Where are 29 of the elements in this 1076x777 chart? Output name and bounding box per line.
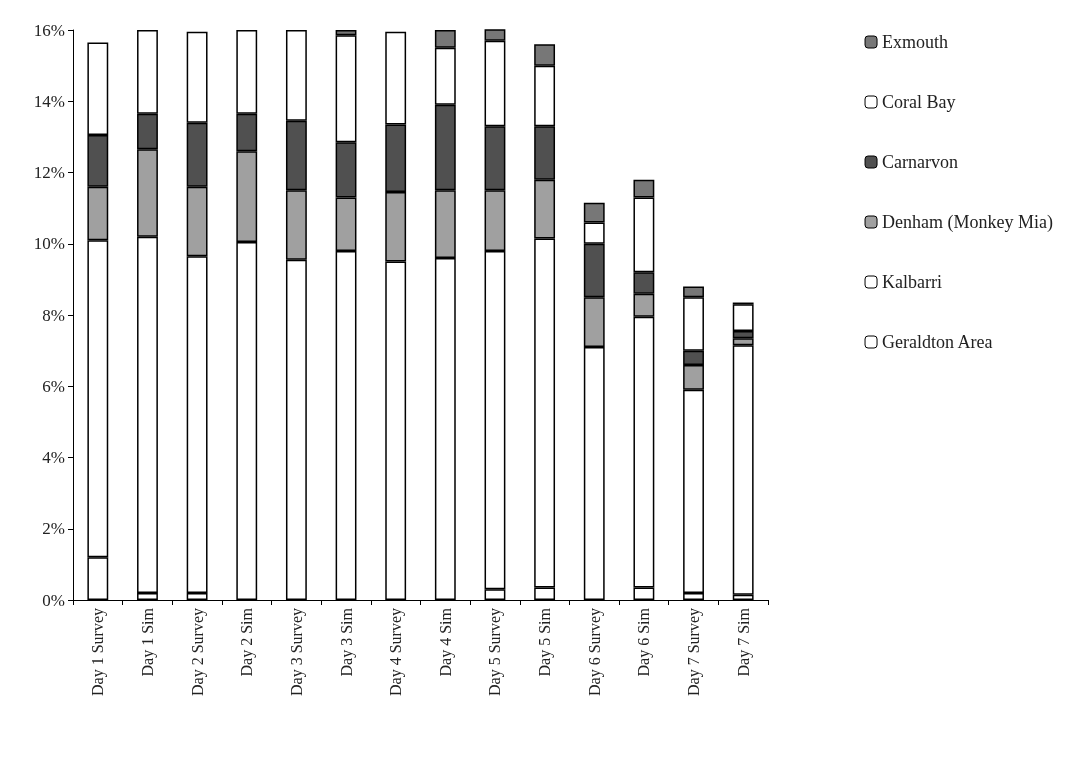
y-tick-label: 16% (33, 20, 65, 40)
x-tick-label: Day 5 Survey (486, 608, 505, 696)
x-tick-label: Day 1 Survey (89, 608, 108, 696)
x-tick-label: Day 5 Sim (536, 607, 555, 677)
x-tick-label: Day 7 Survey (685, 608, 704, 696)
x-tick-label: Day 6 Sim (635, 607, 654, 677)
y-tick-label: 6% (42, 376, 65, 396)
legend-label: Denham (Monkey Mia) (882, 212, 1054, 233)
x-tick-label: Day 4 Survey (387, 608, 406, 696)
legend-label: Kalbarri (882, 272, 943, 292)
y-tick-label: 2% (42, 519, 65, 539)
x-tick-label: Day 2 Survey (188, 608, 207, 696)
legend-label: Geraldton Area (882, 332, 993, 352)
y-tick-label: 14% (33, 91, 65, 111)
x-tick-label: Day 2 Sim (238, 607, 257, 677)
x-tick-label: Day 7 Sim (734, 607, 753, 677)
y-tick-label: 8% (42, 305, 65, 325)
x-tick-label: Day 3 Survey (287, 608, 306, 696)
x-tick-label: Day 6 Survey (585, 608, 604, 696)
x-tick-label: Day 1 Sim (138, 607, 157, 677)
legend-label: Coral Bay (882, 92, 956, 112)
y-tick-label: 0% (42, 590, 65, 610)
y-tick-label: 12% (33, 163, 65, 182)
legend-label: Exmouth (882, 32, 949, 52)
x-tick-label: Day 3 Sim (337, 607, 356, 677)
y-tick-label: 10% (33, 234, 65, 254)
y-tick-label: 4% (42, 448, 65, 467)
legend-label: Carnarvon (882, 152, 959, 172)
x-tick-label: Day 4 Sim (436, 607, 455, 677)
